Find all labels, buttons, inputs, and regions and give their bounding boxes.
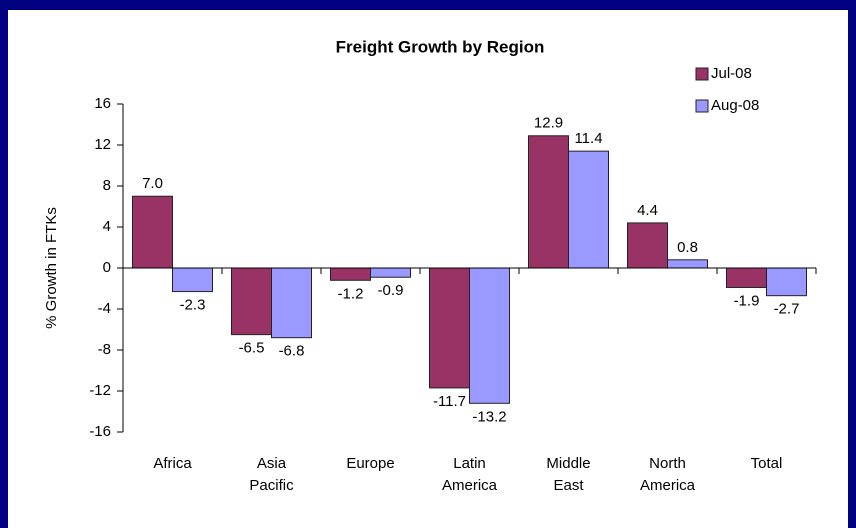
data-label: -1.2: [338, 285, 364, 302]
y-tick-label: 0: [103, 259, 111, 276]
bar: [132, 195, 173, 269]
frame-right: [848, 0, 856, 528]
data-label: -6.5: [239, 340, 265, 357]
bar: [568, 150, 609, 269]
data-label: -1.9: [734, 292, 760, 309]
frame-left: [0, 0, 8, 528]
legend-label: Jul-08: [711, 65, 752, 82]
data-label: 0.8: [677, 239, 698, 256]
bar: [231, 267, 272, 336]
y-tick-label: 12: [94, 136, 111, 153]
x-tick-label: Middle East: [546, 455, 590, 494]
x-tick-label: Latin America: [442, 455, 498, 494]
bar: [172, 267, 213, 293]
data-label: 7.0: [142, 175, 163, 192]
chart-title: Freight Growth by Region: [336, 37, 545, 56]
data-label: -2.3: [180, 297, 206, 314]
y-tick-label: 8: [103, 177, 111, 194]
legend-swatch: [695, 67, 709, 81]
y-tick-label: -12: [89, 382, 111, 399]
data-label: -0.9: [378, 282, 404, 299]
y-tick-label: -4: [98, 300, 111, 317]
bar: [370, 267, 411, 278]
x-tick-label: Africa: [153, 455, 192, 472]
data-label: -2.7: [774, 301, 800, 318]
data-label: -11.7: [433, 393, 466, 410]
y-tick-label: -16: [89, 423, 111, 440]
y-tick-label: 16: [94, 95, 111, 112]
y-tick-label: 4: [103, 218, 111, 235]
bar: [627, 222, 668, 269]
bar: [429, 267, 470, 389]
bar: [528, 135, 569, 269]
bar: [271, 267, 312, 339]
x-tick-label: Total: [751, 455, 783, 472]
data-label: 12.9: [534, 115, 563, 132]
x-tick-label: Asia Pacific: [249, 455, 294, 494]
bar: [330, 267, 371, 281]
frame-top: [0, 0, 856, 10]
data-label: -6.8: [279, 343, 305, 360]
bar: [766, 267, 807, 297]
legend-label: Aug-08: [711, 97, 759, 114]
x-tick-label: Europe: [346, 455, 394, 472]
y-tick-label: -8: [98, 341, 111, 358]
y-axis-label: % Growth in FTKs: [43, 207, 60, 329]
x-tick-label: North America: [640, 455, 696, 494]
bar: [667, 259, 708, 269]
bar: [469, 267, 510, 404]
data-label: -13.2: [472, 408, 506, 425]
legend-swatch: [695, 99, 709, 113]
bar: [726, 267, 767, 288]
data-label: 11.4: [574, 130, 602, 147]
data-label: 4.4: [637, 202, 658, 219]
